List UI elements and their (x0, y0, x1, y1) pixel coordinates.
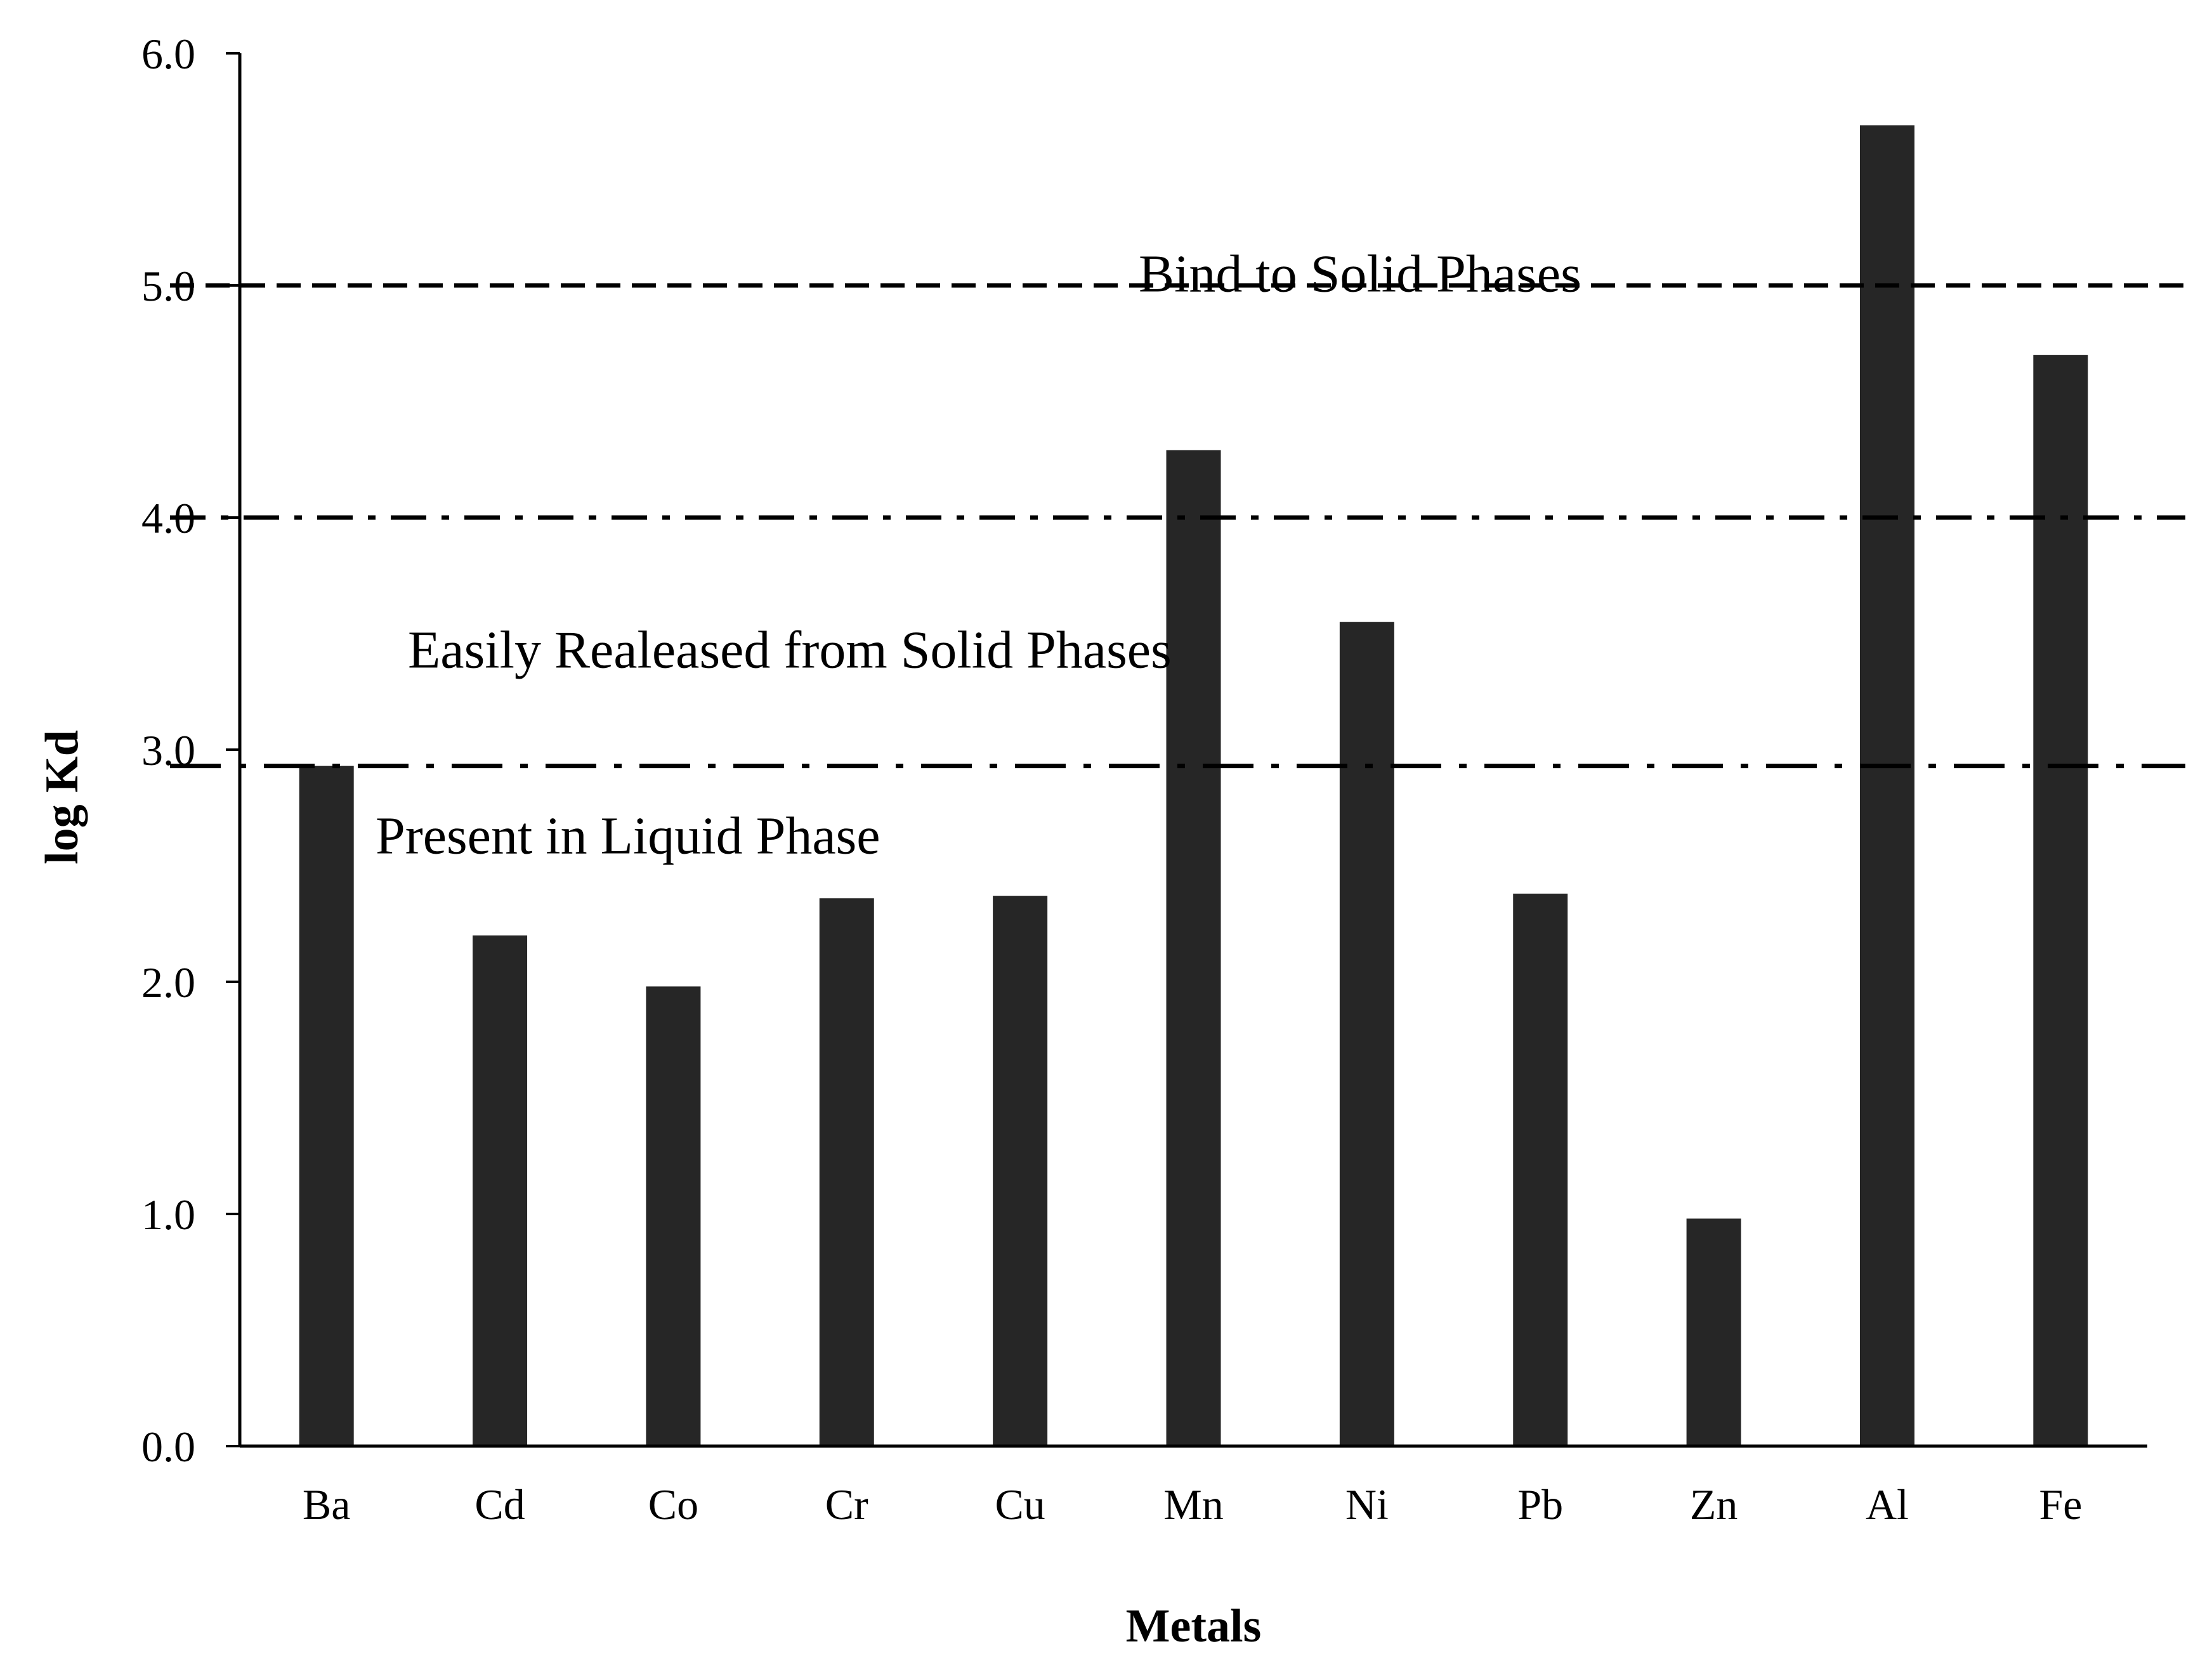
bar-zn (1686, 1218, 1741, 1446)
annotation-liquid: Present in Liquid Phase (376, 806, 880, 865)
annotation-easily: Easily Realeased from Solid Phases (408, 621, 1172, 680)
x-tick-label: Al (1866, 1480, 1909, 1529)
y-tick-label: 2.0 (141, 958, 195, 1007)
bar-cu (993, 896, 1048, 1446)
annotation-bind: Bind to Solid Phases (1139, 245, 1581, 304)
bar-pb (1513, 893, 1568, 1446)
bars-layer (299, 125, 2088, 1447)
bar-mn (1166, 450, 1221, 1446)
x-tick-label: Co (648, 1480, 698, 1529)
bar-cd (473, 935, 528, 1446)
y-tick-label: 5.0 (141, 262, 195, 310)
annotations-layer: Bind to Solid Phases Easily Realeased fro… (376, 245, 1581, 866)
y-tick-label: 0.0 (141, 1423, 195, 1471)
y-tick-label: 6.0 (141, 30, 195, 78)
y-axis-title: log Kd (36, 730, 88, 864)
x-tick-label: Cu (995, 1480, 1045, 1529)
x-tick-label: Cd (474, 1480, 525, 1529)
x-axis-title: Metals (1126, 1600, 1262, 1652)
x-tick-label: Mn (1163, 1480, 1223, 1529)
x-tick-label: Cr (825, 1480, 868, 1529)
x-tick-label: Pb (1517, 1480, 1563, 1529)
y-tick-label: 4.0 (141, 494, 195, 542)
x-tick-label: Fe (2039, 1480, 2082, 1529)
bar-al (1859, 125, 1914, 1447)
bar-ni (1339, 622, 1394, 1447)
bar-fe (2033, 355, 2088, 1446)
bar-cr (819, 898, 874, 1446)
x-tick-label: Zn (1690, 1480, 1738, 1529)
y-tick-label: 3.0 (141, 726, 195, 774)
bar-co (646, 986, 701, 1446)
x-ticks-layer: Ba Cd Co Cr Cu Mn Ni Pb Zn Al Fe (303, 1480, 2082, 1529)
bar-ba (299, 766, 354, 1446)
reference-lines-layer (170, 283, 2185, 769)
x-tick-label: Ni (1345, 1480, 1389, 1529)
y-ticks-layer: 0.0 1.0 2.0 3.0 4.0 5.0 6.0 (141, 30, 240, 1471)
y-tick-label: 1.0 (141, 1191, 195, 1239)
x-tick-label: Ba (303, 1480, 351, 1529)
